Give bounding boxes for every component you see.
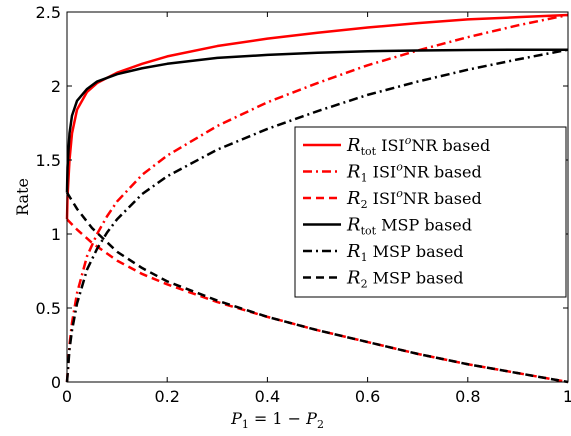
- y-tick-label: 1.5: [36, 151, 61, 170]
- legend-label-3: R2 ISIoNR based: [346, 187, 482, 211]
- x-tick-label: 0.6: [355, 387, 380, 406]
- legend-label-2: R1 ISIoNR based: [346, 161, 482, 185]
- series-line-3: [66, 218, 569, 384]
- legend-label-6: R2 MSP based: [346, 268, 464, 291]
- series-line-5: [65, 48, 569, 383]
- plot-frame: [66, 11, 569, 383]
- series-line-4: [65, 48, 568, 193]
- y-tick-label: 0.5: [36, 299, 61, 318]
- legend-label-1: Rtot ISIoNR based: [346, 134, 490, 158]
- series-line-1: [65, 13, 569, 220]
- ticks-layer: 0 0.2 0.4 0.6 0.8 1 0 0.5 1 1.5 2 2.5: [36, 3, 571, 406]
- y-tick-label: 1: [51, 225, 61, 244]
- x-tick-label: 1: [563, 387, 571, 406]
- series-layer: [65, 13, 569, 384]
- series-line-2: [65, 13, 569, 383]
- x-tick-label: 0: [62, 387, 72, 406]
- x-tick-label: 0.8: [455, 387, 480, 406]
- x-tick-label: 0.4: [255, 387, 280, 406]
- y-tick-label: 0: [51, 373, 61, 392]
- x-tick-label: 0.2: [154, 387, 179, 406]
- y-axis-label: Rate: [13, 178, 32, 216]
- legend-label-5: R1 MSP based: [346, 241, 464, 264]
- y-tick-label: 2.5: [36, 3, 61, 22]
- y-tick-label: 2: [51, 77, 61, 96]
- legend-label-4: Rtot MSP based: [346, 215, 472, 238]
- x-axis-label: P1 = 1 − P2: [230, 409, 324, 431]
- legend-box: [294, 126, 567, 298]
